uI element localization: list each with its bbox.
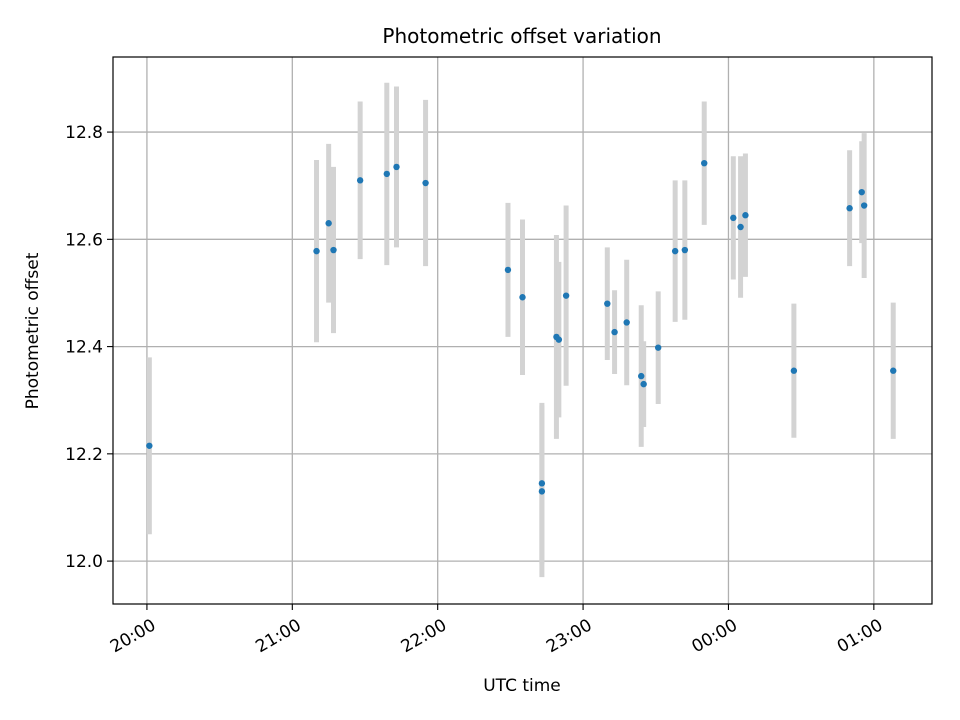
data-point xyxy=(890,367,897,374)
y-tick-label: 12.4 xyxy=(65,338,103,358)
data-point xyxy=(681,246,689,254)
x-axis-title: UTC time xyxy=(483,676,561,696)
data-point xyxy=(638,372,645,380)
y-tick-label: 12.2 xyxy=(65,445,103,465)
y-axis-ticks: 12.0 12.2 12.4 12.6 12.8 xyxy=(65,123,113,572)
y-tick-label: 12.0 xyxy=(65,552,103,572)
data-point xyxy=(356,177,364,184)
data-point xyxy=(846,205,853,212)
y-tick-label: 12.6 xyxy=(65,230,103,250)
data-point xyxy=(519,294,526,301)
data-point xyxy=(654,344,662,351)
data-point xyxy=(383,170,391,178)
y-tick-label: 12.8 xyxy=(65,123,103,143)
data-point xyxy=(701,159,708,167)
data-point xyxy=(562,292,570,299)
data-point xyxy=(860,202,868,209)
data-point xyxy=(330,246,337,254)
data-point xyxy=(146,442,153,449)
data-point xyxy=(504,266,512,274)
data-point xyxy=(742,212,749,219)
data-point xyxy=(790,367,798,374)
data-point xyxy=(737,223,744,231)
data-point xyxy=(858,188,865,196)
data-point xyxy=(538,488,546,495)
y-axis-title: Photometric offset xyxy=(23,252,43,409)
data-points xyxy=(146,159,897,495)
data-point xyxy=(538,480,546,487)
data-point xyxy=(393,163,400,171)
data-point xyxy=(611,328,618,336)
data-point xyxy=(730,214,737,222)
data-point xyxy=(640,380,647,388)
plot-area-frame xyxy=(112,56,933,605)
data-point xyxy=(313,247,320,255)
data-point xyxy=(604,300,611,307)
data-point xyxy=(325,220,332,227)
data-point xyxy=(671,247,679,255)
data-point xyxy=(422,179,429,187)
chart-title: Photometric offset variation xyxy=(382,24,661,48)
data-point xyxy=(555,336,563,343)
data-point xyxy=(623,319,630,326)
